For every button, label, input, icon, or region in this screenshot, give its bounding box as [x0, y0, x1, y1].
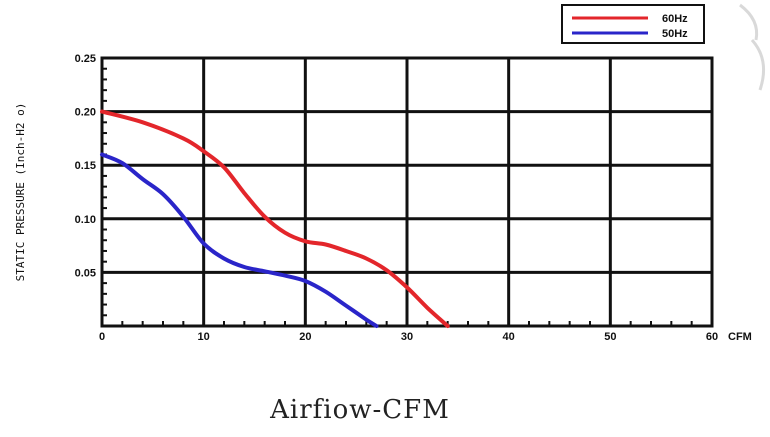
y-tick-label: 0.25: [75, 53, 96, 65]
plot-frame: [100, 56, 714, 328]
series-line-50hz: [100, 152, 379, 328]
x-tick-label: 50: [604, 331, 616, 343]
tick-labels: 0 10 20 30 40 50 60 0.05 0.10 0.15 0.20 0.25: [75, 53, 719, 343]
legend-label-50hz: 50Hz: [662, 28, 688, 40]
x-tick-label: 0: [99, 331, 105, 343]
y-tick-label: 0.15: [75, 160, 96, 172]
grid: [102, 58, 712, 326]
y-tick-label: 0.20: [75, 107, 96, 119]
x-axis-title: CFM: [728, 331, 752, 343]
x-tick-label: 40: [503, 331, 515, 343]
legend-box: [561, 4, 705, 44]
x-tick-label: 60: [706, 331, 718, 343]
watermark-arc: [739, 3, 759, 41]
series-layer: [100, 109, 450, 328]
caption: Airfiow-CFM: [269, 395, 450, 425]
x-tick-label: 30: [401, 331, 413, 343]
y-tick-label: 0.05: [75, 267, 96, 279]
legend-label-60hz: 60Hz: [662, 13, 688, 25]
legend: 60Hz 50Hz: [561, 4, 705, 44]
watermark-arc: [750, 38, 766, 91]
y-axis-title: STATIC PRESSURE (Inch-H2 o): [14, 103, 27, 282]
y-tick-label: 0.10: [75, 214, 96, 226]
x-tick-label: 10: [198, 331, 210, 343]
x-tick-label: 20: [299, 331, 311, 343]
series-line-60hz: [100, 109, 450, 328]
